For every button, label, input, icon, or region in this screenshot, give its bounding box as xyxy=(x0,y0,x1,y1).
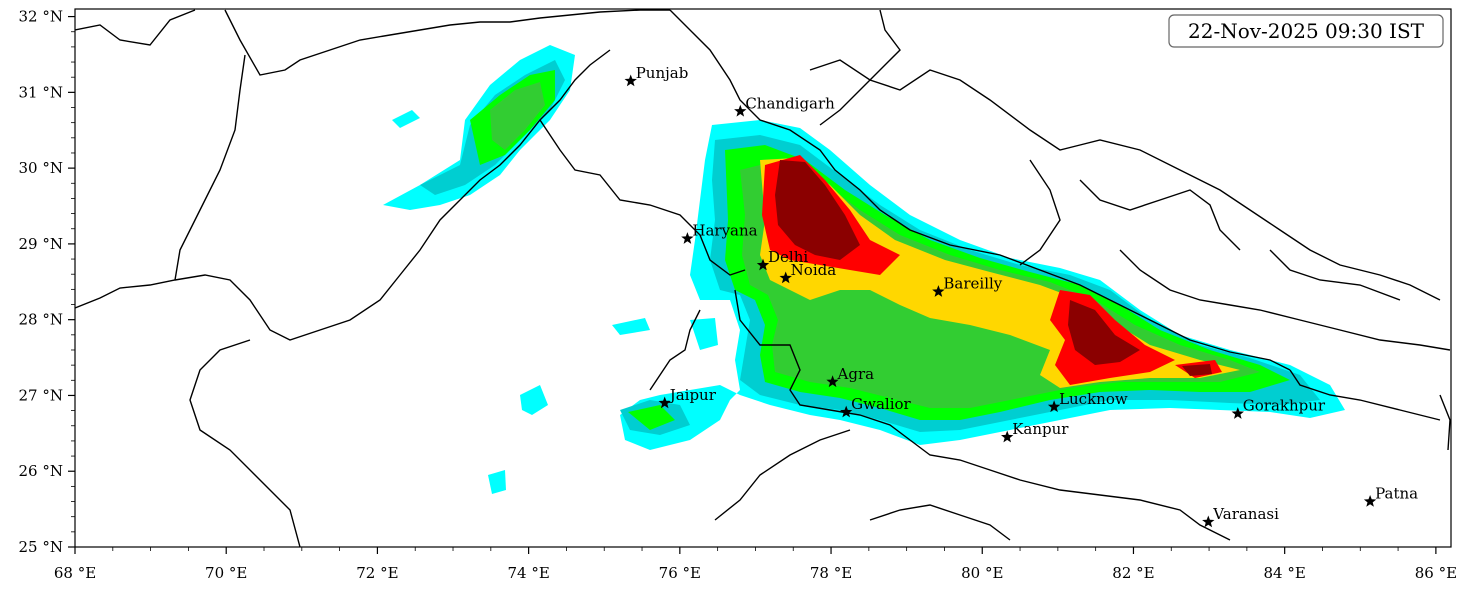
y-tick-label: 29 °N xyxy=(19,235,63,253)
city-label: Varanasi xyxy=(1212,505,1279,523)
city-punjab: Punjab xyxy=(624,64,689,87)
x-tick-label: 82 °E xyxy=(1112,564,1154,582)
fog-layer-darkred xyxy=(775,160,1212,376)
city-label: Patna xyxy=(1375,485,1418,503)
city-gorakhpur: Gorakhpur xyxy=(1231,397,1326,419)
y-tick-label: 30 °N xyxy=(19,159,63,177)
axis-ticks: 68 °E 70 °E 72 °E 74 °E 76 °E 78 °E 80 °E 82 °E… xyxy=(19,8,1458,582)
x-tick-label: 68 °E xyxy=(54,564,96,582)
star-icon xyxy=(932,285,945,297)
star-icon xyxy=(1363,495,1377,507)
city-agra: Agra xyxy=(826,365,875,388)
city-label: Delhi xyxy=(768,248,808,266)
city-kanpur: Kanpur xyxy=(1001,420,1069,443)
star-icon xyxy=(826,375,839,388)
city-label: Punjab xyxy=(636,64,689,82)
x-tick-label: 80 °E xyxy=(961,564,1003,582)
x-tick-label: 70 °E xyxy=(205,564,247,582)
x-tick-label: 84 °E xyxy=(1264,564,1306,582)
star-icon xyxy=(658,396,671,409)
star-icon xyxy=(681,232,694,244)
star-icon xyxy=(734,104,747,117)
plot-frame xyxy=(74,8,1452,548)
star-icon xyxy=(756,258,770,271)
city-varanasi: Varanasi xyxy=(1202,505,1279,528)
city-delhi: Delhi xyxy=(756,248,808,271)
city-patna: Patna xyxy=(1363,485,1418,507)
city-label: Haryana xyxy=(692,222,757,240)
star-icon xyxy=(1231,407,1244,419)
city-jaipur: Jaipur xyxy=(658,386,717,409)
star-icon xyxy=(1202,515,1215,528)
city-label: Noida xyxy=(791,261,837,279)
x-tick-label: 78 °E xyxy=(810,564,852,582)
plot-area xyxy=(75,9,1451,547)
city-label: Bareilly xyxy=(943,275,1002,293)
x-tick-label: 74 °E xyxy=(507,564,549,582)
boundary-lines xyxy=(75,9,1451,547)
city-bareilly: Bareilly xyxy=(932,275,1003,297)
star-icon xyxy=(779,271,792,284)
city-label: Lucknow xyxy=(1059,390,1128,408)
y-tick-label: 32 °N xyxy=(19,8,63,26)
city-noida: Noida xyxy=(779,261,837,284)
timestamp-text: 22-Nov-2025 09:30 IST xyxy=(1188,19,1425,43)
star-icon xyxy=(840,405,853,418)
city-label: Jaipur xyxy=(668,386,717,404)
city-haryana: Haryana xyxy=(681,222,758,244)
x-tick-label: 72 °E xyxy=(356,564,398,582)
timestamp-box: 22-Nov-2025 09:30 IST xyxy=(1168,14,1444,48)
y-tick-label: 25 °N xyxy=(19,538,63,556)
city-label: Agra xyxy=(837,365,875,383)
city-label: Gwalior xyxy=(851,395,911,413)
city-chandigarh: Chandigarh xyxy=(734,94,835,117)
city-gwalior: Gwalior xyxy=(840,395,912,418)
city-lucknow: Lucknow xyxy=(1047,390,1128,413)
x-tick-label: 76 °E xyxy=(659,564,701,582)
city-label: Kanpur xyxy=(1012,420,1069,438)
y-tick-label: 26 °N xyxy=(19,462,63,480)
star-icon xyxy=(1047,400,1061,413)
y-tick-label: 28 °N xyxy=(19,311,63,329)
star-icon xyxy=(624,74,637,87)
y-tick-label: 31 °N xyxy=(19,83,63,101)
x-tick-label: 86 °E xyxy=(1415,564,1457,582)
city-label: Chandigarh xyxy=(745,94,835,112)
star-icon xyxy=(1001,430,1014,443)
city-label: Gorakhpur xyxy=(1243,397,1326,415)
y-tick-label: 27 °N xyxy=(19,386,63,404)
